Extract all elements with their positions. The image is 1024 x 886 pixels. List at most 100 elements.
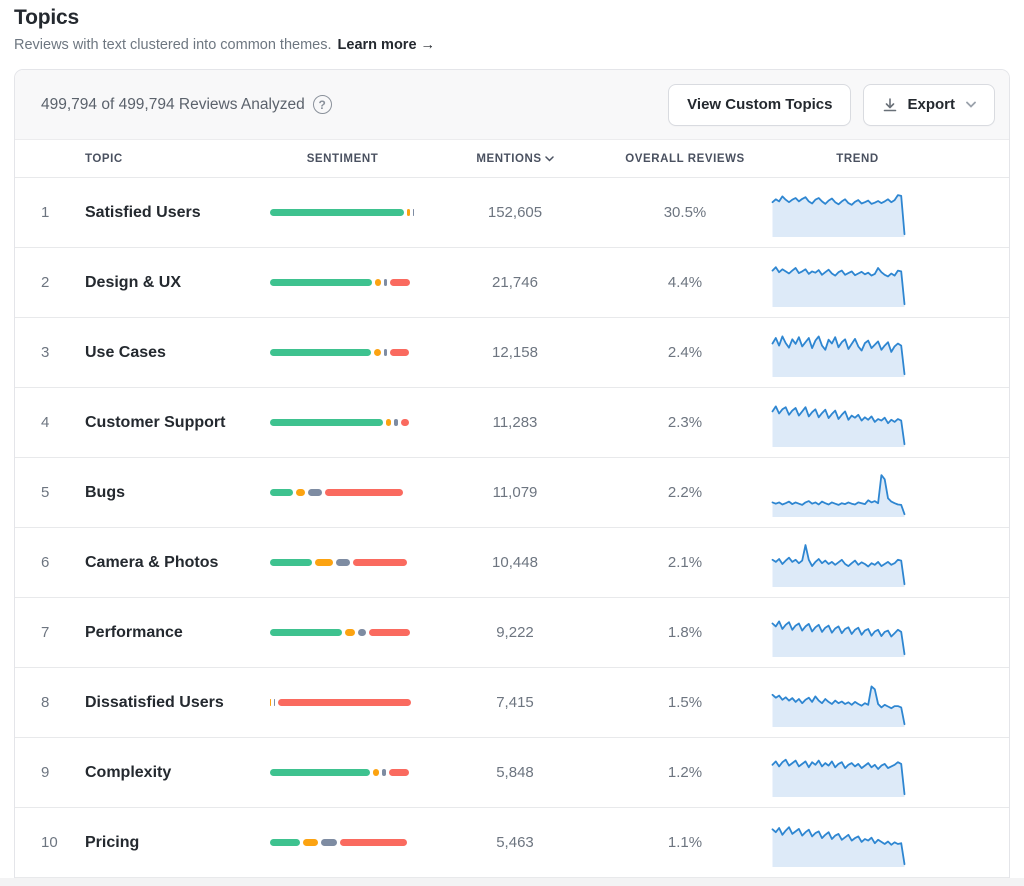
sentiment-segment xyxy=(295,489,306,496)
sentiment-segment xyxy=(325,489,403,496)
view-custom-topics-button[interactable]: View Custom Topics xyxy=(668,83,852,126)
column-header-sentiment[interactable]: Sentiment xyxy=(306,152,379,165)
sentiment-segment xyxy=(357,629,366,636)
topic-name[interactable]: Dissatisfied Users xyxy=(85,693,224,711)
column-header-trend[interactable]: Trend xyxy=(836,152,879,165)
trend-sparkline xyxy=(771,685,906,727)
topic-name[interactable]: Design & UX xyxy=(85,273,182,291)
export-label: Export xyxy=(907,96,955,113)
table-body: 1 Satisfied Users 152,605 30.5% 2 Design… xyxy=(15,178,1009,878)
sentiment-segment xyxy=(382,769,386,776)
topics-card: 499,794 of 499,794 Reviews Analyzed ? Vi… xyxy=(14,69,1010,878)
trend-sparkline xyxy=(771,758,906,797)
trend-sparkline xyxy=(771,335,906,377)
row-rank: 1 xyxy=(41,204,50,221)
topic-name[interactable]: Bugs xyxy=(85,483,125,501)
learn-more-link[interactable]: Learn more → xyxy=(337,37,436,53)
sentiment-bar xyxy=(270,349,415,356)
row-rank: 9 xyxy=(41,764,50,781)
sentiment-segment xyxy=(390,349,409,356)
sentiment-segment xyxy=(412,209,414,216)
table-row[interactable]: 8 Dissatisfied Users 7,415 1.5% xyxy=(15,668,1009,738)
mentions-value: 5,848 xyxy=(496,764,534,781)
page-background-strip xyxy=(0,878,1024,886)
sentiment-segment xyxy=(339,839,408,846)
overall-reviews-value: 4.4% xyxy=(667,274,703,291)
overall-reviews-value: 1.2% xyxy=(667,764,703,781)
sentiment-bar xyxy=(270,209,415,216)
mentions-value: 21,746 xyxy=(492,274,538,291)
trend-sparkline xyxy=(771,543,906,587)
sentiment-segment xyxy=(321,839,337,846)
mentions-value: 12,158 xyxy=(492,344,538,361)
reviews-analyzed: 499,794 of 499,794 Reviews Analyzed ? xyxy=(41,95,332,114)
sentiment-segment xyxy=(270,209,405,216)
row-rank: 7 xyxy=(41,624,50,641)
table-header: Topic Sentiment Mentions Overall Reviews… xyxy=(15,140,1009,178)
sentiment-segment xyxy=(270,699,271,706)
overall-reviews-value: 2.4% xyxy=(667,344,703,361)
row-rank: 6 xyxy=(41,554,50,571)
sentiment-segment xyxy=(335,559,350,566)
topic-name[interactable]: Use Cases xyxy=(85,343,166,361)
trend-sparkline xyxy=(771,193,906,237)
sentiment-bar xyxy=(270,699,415,706)
view-custom-topics-label: View Custom Topics xyxy=(687,96,833,113)
sentiment-segment xyxy=(372,769,380,776)
sentiment-bar xyxy=(270,769,415,776)
sentiment-segment xyxy=(273,699,275,706)
topic-name[interactable]: Customer Support xyxy=(85,413,226,431)
export-button[interactable]: Export xyxy=(863,83,995,126)
sentiment-segment xyxy=(344,629,355,636)
card-actions: View Custom Topics Export xyxy=(668,83,995,126)
sentiment-bar xyxy=(270,559,415,566)
page-title: Topics xyxy=(14,6,79,29)
column-header-topic[interactable]: Topic xyxy=(85,152,123,165)
table-row[interactable]: 7 Performance 9,222 1.8% xyxy=(15,598,1009,668)
sentiment-segment xyxy=(393,419,398,426)
table-row[interactable]: 1 Satisfied Users 152,605 30.5% xyxy=(15,178,1009,248)
mentions-value: 9,222 xyxy=(496,624,534,641)
overall-reviews-value: 30.5% xyxy=(663,204,707,221)
table-row[interactable]: 5 Bugs 11,079 2.2% xyxy=(15,458,1009,528)
table-row[interactable]: 3 Use Cases 12,158 2.4% xyxy=(15,318,1009,388)
sentiment-segment xyxy=(400,419,409,426)
help-icon[interactable]: ? xyxy=(312,95,332,114)
topic-name[interactable]: Performance xyxy=(85,623,183,641)
table-row[interactable]: 2 Design & UX 21,746 4.4% xyxy=(15,248,1009,318)
column-header-overall-reviews[interactable]: Overall Reviews xyxy=(625,152,745,165)
download-icon xyxy=(882,97,898,113)
mentions-value: 7,415 xyxy=(496,694,534,711)
sentiment-segment xyxy=(270,489,293,496)
row-rank: 8 xyxy=(41,694,50,711)
topic-name[interactable]: Camera & Photos xyxy=(85,553,219,571)
sentiment-bar xyxy=(270,489,415,496)
mentions-value: 11,079 xyxy=(492,484,538,501)
topic-name[interactable]: Pricing xyxy=(85,833,140,851)
table-row[interactable]: 10 Pricing 5,463 1.1% xyxy=(15,808,1009,878)
sentiment-segment xyxy=(270,279,373,286)
table-row[interactable]: 4 Customer Support 11,283 2.3% xyxy=(15,388,1009,458)
sentiment-segment xyxy=(302,839,319,846)
topic-name[interactable]: Complexity xyxy=(85,763,172,781)
sentiment-segment xyxy=(368,629,411,636)
sentiment-segment xyxy=(385,419,391,426)
sentiment-segment xyxy=(388,769,409,776)
sentiment-segment xyxy=(383,349,388,356)
table-row[interactable]: 6 Camera & Photos 10,448 2.1% xyxy=(15,528,1009,598)
column-header-mentions[interactable]: Mentions xyxy=(430,153,600,165)
sentiment-segment xyxy=(270,629,342,636)
overall-reviews-value: 2.1% xyxy=(667,554,703,571)
overall-reviews-value: 2.3% xyxy=(667,414,703,431)
sentiment-segment xyxy=(373,349,381,356)
row-rank: 2 xyxy=(41,274,50,291)
mentions-value: 5,463 xyxy=(496,834,534,851)
sentiment-bar xyxy=(270,839,415,846)
sentiment-segment xyxy=(270,349,371,356)
topic-name[interactable]: Satisfied Users xyxy=(85,203,201,221)
sentiment-bar xyxy=(270,629,415,636)
sentiment-segment xyxy=(352,559,408,566)
sentiment-bar xyxy=(270,279,415,286)
table-row[interactable]: 9 Complexity 5,848 1.2% xyxy=(15,738,1009,808)
sentiment-segment xyxy=(314,559,333,566)
